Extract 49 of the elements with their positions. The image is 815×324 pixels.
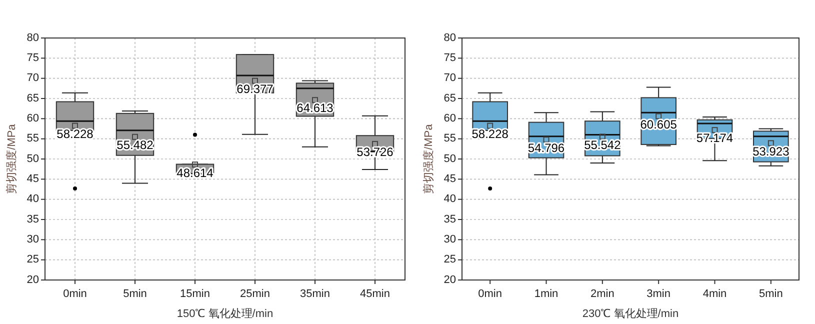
- y-tick-label: 65: [26, 92, 39, 104]
- y-tick-label: 60: [26, 112, 39, 125]
- y-tick-label: 45: [26, 173, 39, 186]
- x-axis-title: 230℃ 氧化处理/min: [582, 307, 679, 320]
- x-tick-label: 5min: [123, 288, 147, 300]
- annotation: 53.726: [356, 145, 394, 160]
- y-tick-label: 80: [26, 32, 39, 44]
- y-tick-label: 80: [444, 32, 456, 44]
- annotation: 58.228: [472, 126, 509, 141]
- y-tick-label: 30: [26, 234, 39, 246]
- annotation: 64.613: [296, 101, 334, 116]
- x-tick-label: 2min: [590, 288, 614, 300]
- y-tick-label: 40: [26, 193, 39, 206]
- y-tick-label: 35: [444, 213, 456, 226]
- y-axis-title: 剪切强度/MPa: [422, 123, 435, 194]
- x-tick-label: 4min: [702, 288, 727, 300]
- y-tick-label: 20: [444, 274, 456, 286]
- x-tick-label: 15min: [180, 288, 210, 300]
- annotation: 57.174: [696, 131, 734, 146]
- y-tick-label: 50: [444, 152, 456, 165]
- x-tick-label: 35min: [300, 288, 330, 300]
- y-tick-label: 55: [444, 132, 456, 145]
- x-tick-label: 45min: [360, 288, 390, 300]
- x-tick-label: 0min: [478, 288, 502, 300]
- y-tick-label: 45: [444, 173, 456, 186]
- y-tick-label: 70: [26, 72, 39, 84]
- y-tick-label: 65: [444, 92, 456, 104]
- y-tick-label: 20: [26, 274, 39, 286]
- y-tick-label: 25: [444, 254, 456, 266]
- annotation: 58.228: [56, 126, 94, 141]
- y-tick-label: 75: [444, 52, 456, 64]
- x-tick-label: 1min: [534, 288, 558, 300]
- y-axis-title: 剪切强度/MPa: [5, 123, 18, 194]
- annotation: 69.377: [236, 82, 274, 96]
- y-tick-label: 55: [26, 132, 39, 145]
- y-tick-label: 60: [444, 112, 456, 125]
- y-tick-label: 70: [444, 72, 456, 84]
- y-tick-label: 40: [444, 193, 456, 206]
- y-tick-label: 50: [26, 152, 39, 165]
- annotation: 55.482: [116, 138, 154, 152]
- y-tick-label: 35: [26, 213, 39, 226]
- x-axis-title: 150℃ 氧化处理/min: [176, 307, 274, 320]
- x-tick-label: 25min: [240, 288, 270, 300]
- y-tick-label: 30: [444, 234, 456, 246]
- y-tick-label: 25: [26, 254, 39, 266]
- y-tick-label: 75: [26, 52, 39, 64]
- x-tick-label: 5min: [758, 288, 783, 300]
- x-tick-label: 3min: [646, 288, 671, 300]
- x-tick-label: 0min: [63, 288, 87, 300]
